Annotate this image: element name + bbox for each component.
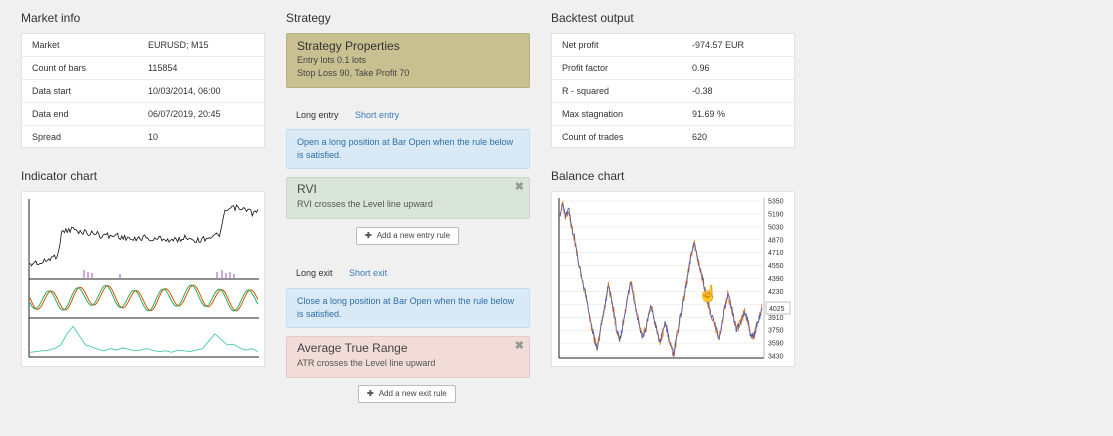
atr-series (29, 325, 259, 353)
market-info-panel: Market EURUSD; M15 Count of bars 115854 Da… (21, 33, 265, 148)
row-label: Data start (22, 79, 138, 103)
rule-description: ATR crosses the Level line upward (297, 358, 436, 368)
entry-info-box: Open a long position at Bar Open when th… (286, 129, 530, 169)
exit-tabs: Long exit Short exit (296, 268, 401, 278)
current-value-label: 4025 (769, 306, 785, 313)
rvi-series (29, 284, 259, 312)
row-label: Count of bars (22, 56, 138, 80)
table-row: Market EURUSD; M15 (22, 34, 264, 57)
balance-chart-panel: 5350519050304870471045504390423040703910… (551, 191, 795, 367)
row-label: Net profit (552, 34, 682, 57)
row-label: Max stagnation (552, 102, 682, 126)
y-tick-label: 3750 (768, 328, 784, 335)
price-series (29, 204, 259, 267)
balance-line (559, 203, 763, 358)
close-icon[interactable]: ✖ (514, 340, 524, 352)
table-row: Data start 10/03/2014, 06:00 (22, 79, 264, 103)
row-value: 06/07/2019, 20:45 (138, 102, 264, 126)
add-entry-rule-label: Add a new entry rule (376, 231, 451, 240)
table-row: Profit factor 0.96 (552, 56, 794, 80)
row-label: Spread (32, 132, 62, 142)
strategy-properties-box[interactable]: Strategy Properties Entry lots 0.1 lots … (286, 33, 530, 88)
y-tick-labels: 5350519050304870471045504390423040703910… (768, 199, 784, 361)
indicator-chart-panel (21, 191, 265, 367)
row-value: 115854 (138, 56, 264, 80)
y-tick-label: 4870 (768, 237, 784, 244)
add-exit-rule-label: Add a new exit rule (378, 389, 447, 398)
y-tick-label: 4710 (768, 250, 784, 257)
rule-name: RVI (297, 182, 317, 196)
table-row: Count of bars 115854 (22, 56, 264, 80)
row-value: -0.38 (682, 79, 794, 103)
atr-line (29, 325, 259, 353)
row-value: 620 (692, 132, 708, 142)
tab-short-entry[interactable]: Short entry (355, 110, 400, 120)
current-value-marker (765, 301, 791, 315)
row-value: 10/03/2014, 06:00 (138, 79, 264, 103)
y-tick-label: 4390 (768, 276, 784, 283)
exit-info-box: Close a long position at Bar Open when t… (286, 288, 530, 328)
indicator-chart (28, 199, 259, 358)
y-tick-label: 3590 (768, 341, 784, 348)
tab-short-exit[interactable]: Short exit (349, 268, 388, 278)
y-tick-label: 5350 (768, 199, 784, 206)
entry-rule-rvi[interactable]: RVI RVI crosses the Level line upward ✖ (286, 177, 530, 219)
plus-icon: ✚ (365, 231, 372, 240)
y-tick-label: 3430 (768, 354, 784, 361)
market-info-table: Market EURUSD; M15 Count of bars 115854 Da… (22, 34, 264, 148)
y-tick-label: 4550 (768, 263, 784, 270)
hand-cursor-icon: ☝ (698, 284, 718, 303)
table-row: Data end 06/07/2019, 20:45 (22, 102, 264, 126)
rvi-line (29, 284, 259, 312)
row-label: Count of trades (562, 132, 624, 142)
row-value: 0.96 (682, 56, 794, 80)
table-row: Count of trades 620 (552, 126, 794, 149)
rule-name: Average True Range (297, 341, 408, 355)
add-exit-rule-button[interactable]: ✚ Add a new exit rule (358, 385, 456, 403)
table-row: Spread 10 (22, 126, 264, 149)
rvi-signal-line (29, 284, 259, 312)
y-tick-label: 3910 (768, 315, 784, 322)
row-label: Profit factor (552, 56, 682, 80)
table-row: Net profit -974.57 EUR (552, 34, 794, 57)
y-tick-label: 4230 (768, 289, 784, 296)
balance-chart-title: Balance chart (551, 169, 625, 183)
balance-chart: 5350519050304870471045504390423040703910… (558, 198, 791, 361)
close-icon[interactable]: ✖ (514, 181, 524, 193)
exit-rule-atr[interactable]: Average True Range ATR crosses the Level… (286, 336, 530, 378)
table-row: Max stagnation 91.69 % (552, 102, 794, 126)
row-value: 10 (148, 132, 159, 142)
row-value: -974.57 EUR (682, 34, 794, 57)
row-value: 91.69 % (682, 102, 794, 126)
tab-long-exit[interactable]: Long exit (296, 268, 333, 278)
entry-tabs: Long entry Short entry (296, 110, 413, 120)
sl-tp-text: Stop Loss 90, Take Profit 70 (297, 68, 410, 78)
backtest-panel: Net profit -974.57 EUR Profit factor 0.96 … (551, 33, 795, 148)
row-label: Data end (22, 102, 138, 126)
backtest-title: Backtest output (551, 11, 634, 25)
backtest-table: Net profit -974.57 EUR Profit factor 0.96 … (552, 34, 794, 148)
grid (560, 200, 764, 357)
price-line (29, 204, 259, 267)
add-entry-rule-button[interactable]: ✚ Add a new entry rule (356, 227, 460, 245)
indicator-chart-title: Indicator chart (21, 169, 98, 183)
y-tick-label: 5190 (768, 211, 784, 218)
balance-series (559, 200, 763, 358)
strategy-properties-title: Strategy Properties (297, 39, 400, 53)
row-label: R - squared (552, 79, 682, 103)
strategy-title: Strategy (286, 11, 331, 25)
tab-long-entry[interactable]: Long entry (296, 110, 339, 120)
y-tick-label: 5030 (768, 224, 784, 231)
volume-bars (83, 270, 235, 278)
rule-description: RVI crosses the Level line upward (297, 199, 433, 209)
market-info-title: Market info (21, 11, 81, 25)
plus-icon: ✚ (367, 389, 374, 398)
row-label: Market (22, 34, 138, 57)
row-value: EURUSD; M15 (138, 34, 264, 57)
table-row: R - squared -0.38 (552, 79, 794, 103)
entry-lots-text: Entry lots 0.1 lots (297, 55, 367, 65)
